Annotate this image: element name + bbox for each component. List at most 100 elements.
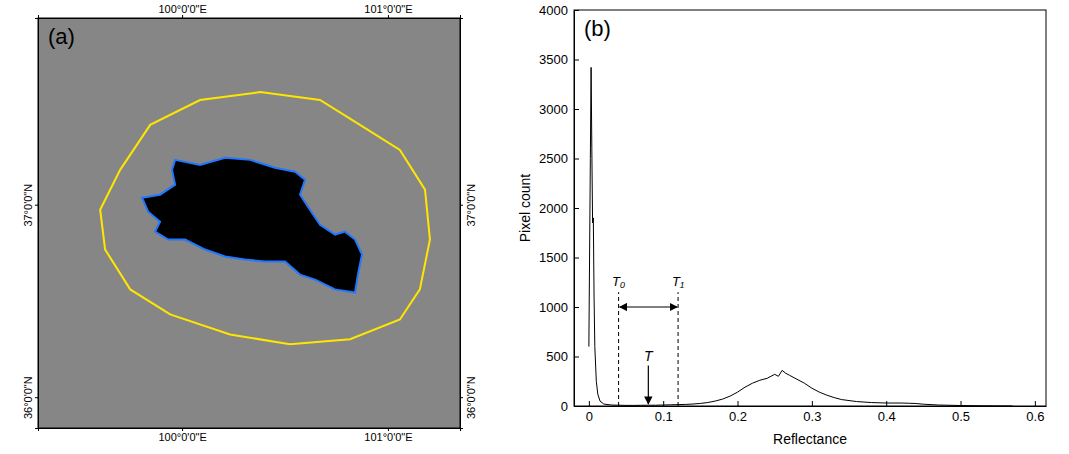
tick-label: 0.1 bbox=[655, 409, 673, 424]
tick: 3500 bbox=[539, 52, 579, 67]
tick-label: 101°0'0"E bbox=[364, 3, 412, 15]
tick: 4000 bbox=[539, 3, 579, 18]
threshold-arrow bbox=[648, 365, 649, 404]
tick-label: 1500 bbox=[539, 250, 568, 265]
frame bbox=[38, 18, 460, 428]
x-axis-bottom: 100°0'0"E 101°0'0"E bbox=[39, 428, 461, 443]
plot-area bbox=[38, 18, 460, 428]
tick-label: 0.3 bbox=[803, 409, 821, 424]
tick-mark bbox=[574, 60, 579, 61]
y-axis-right: 36°0'0"N 37°0'0"N bbox=[460, 19, 477, 429]
image-background bbox=[38, 18, 460, 428]
tick-mark bbox=[35, 205, 38, 206]
tick-label: 0.4 bbox=[878, 409, 896, 424]
tick-label: 0.2 bbox=[729, 409, 747, 424]
tick-mark bbox=[738, 401, 739, 406]
tick: 37°0'0"N bbox=[460, 184, 477, 227]
tick: 0 bbox=[586, 401, 593, 424]
tick: 100°0'0"E bbox=[158, 428, 206, 443]
tick-mark bbox=[574, 258, 579, 259]
threshold-label: T₁ bbox=[672, 274, 684, 289]
tick: 0.3 bbox=[803, 401, 821, 424]
y-axis-title: Pixel count bbox=[517, 174, 533, 243]
histogram-line bbox=[589, 67, 1013, 406]
tick-label: 100°0'0"E bbox=[158, 431, 206, 443]
annotations: T₀ T₁ T bbox=[612, 274, 684, 406]
threshold-label: T bbox=[644, 348, 654, 364]
tick-label: 3500 bbox=[539, 52, 568, 67]
tick: 101°0'0"E bbox=[364, 428, 412, 443]
x-axis-top: 100°0'0"E 101°0'0"E bbox=[39, 3, 461, 19]
tick-label: 0.5 bbox=[952, 409, 970, 424]
tick-label: 0 bbox=[586, 409, 593, 424]
tick-mark bbox=[460, 205, 463, 206]
tick-mark bbox=[1035, 401, 1036, 406]
tick-mark bbox=[812, 401, 813, 406]
tick-mark bbox=[886, 401, 887, 406]
plot-area bbox=[589, 67, 1013, 406]
tick-label: 100°0'0"E bbox=[158, 3, 206, 15]
axis-line bbox=[461, 19, 464, 429]
tick: 37°0'0"N bbox=[22, 184, 38, 227]
tick-label: 2000 bbox=[539, 201, 568, 216]
lake-area bbox=[142, 158, 362, 293]
tick: 0.5 bbox=[952, 401, 970, 424]
tick: 500 bbox=[546, 349, 579, 364]
tick: 2000 bbox=[539, 201, 579, 216]
tick-mark bbox=[182, 15, 183, 18]
tick: 0 bbox=[561, 399, 579, 414]
panel-label: (b) bbox=[584, 16, 611, 41]
tick-mark bbox=[961, 401, 962, 406]
frame bbox=[574, 10, 1046, 406]
tick-mark bbox=[460, 397, 463, 398]
buffer-line bbox=[100, 92, 430, 344]
tick-mark bbox=[589, 401, 590, 406]
x-axis-title: Reflectance bbox=[773, 431, 847, 447]
tick-mark bbox=[574, 208, 579, 209]
tick-mark bbox=[663, 401, 664, 406]
tick: 1500 bbox=[539, 250, 579, 265]
tick: 100°0'0"E bbox=[158, 3, 206, 18]
tick: 3000 bbox=[539, 102, 579, 117]
tick: 0.4 bbox=[878, 401, 896, 424]
y-axis-left: 36°0'0"N 37°0'0"N bbox=[22, 19, 39, 429]
tick-label: 37°0'0"N bbox=[22, 184, 34, 227]
threshold-line bbox=[678, 292, 679, 406]
tick-label: 500 bbox=[546, 349, 568, 364]
panel-label: (a) bbox=[48, 24, 75, 49]
range-arrow bbox=[620, 306, 677, 307]
tick: 36°0'0"N bbox=[460, 376, 477, 419]
threshold-line bbox=[618, 292, 619, 406]
tick-label: 1000 bbox=[539, 300, 568, 315]
axis-line bbox=[35, 19, 39, 429]
tick-label: 37°0'0"N bbox=[465, 184, 477, 227]
tick-mark bbox=[388, 15, 389, 18]
tick-mark bbox=[574, 357, 579, 358]
tick-mark bbox=[574, 159, 579, 160]
figure: 100°0'0"E 101°0'0"E 100°0'0"E 101°0'0"E 36°0… bbox=[0, 0, 1069, 454]
x-axis: 0 0.1 0.2 0.3 0.4 0.5 0.6 bbox=[575, 401, 1047, 424]
panel-a: 100°0'0"E 101°0'0"E 100°0'0"E 101°0'0"E 36°0… bbox=[22, 3, 477, 443]
panel-b: 0 0.1 0.2 0.3 0.4 0.5 0.6 0 500 1000 1500 2000 2500 3… bbox=[517, 3, 1047, 447]
tick-label: 36°0'0"N bbox=[22, 376, 34, 419]
tick-label: 3000 bbox=[539, 102, 568, 117]
tick-mark bbox=[35, 397, 38, 398]
tick-label: 4000 bbox=[539, 3, 568, 18]
tick: 36°0'0"N bbox=[22, 376, 38, 419]
y-axis: 0 500 1000 1500 2000 2500 3000 3500 4000 bbox=[539, 3, 579, 414]
tick-mark bbox=[574, 10, 579, 11]
tick: 1000 bbox=[539, 300, 579, 315]
tick: 0.2 bbox=[729, 401, 747, 424]
tick: 0.1 bbox=[655, 401, 673, 424]
tick-label: 101°0'0"E bbox=[364, 431, 412, 443]
tick-mark bbox=[574, 307, 579, 308]
tick-label: 2500 bbox=[539, 151, 568, 166]
threshold-label: T₀ bbox=[612, 274, 626, 289]
tick-label: 0 bbox=[561, 399, 568, 414]
tick-label: 0.6 bbox=[1026, 409, 1044, 424]
tick: 2500 bbox=[539, 151, 579, 166]
tick: 101°0'0"E bbox=[364, 3, 412, 18]
tick-mark bbox=[574, 406, 579, 407]
tick-mark bbox=[574, 109, 579, 110]
tick: 0.6 bbox=[1026, 401, 1044, 424]
